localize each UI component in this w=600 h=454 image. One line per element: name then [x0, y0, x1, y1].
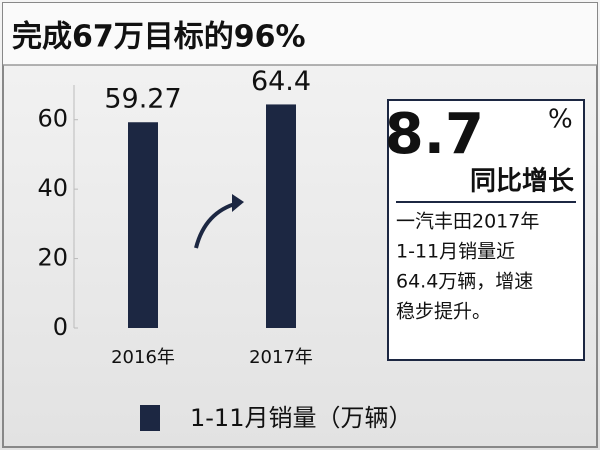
- chart-title: 完成67万目标的96%: [12, 20, 306, 55]
- bar: [266, 104, 296, 328]
- y-tick-label: 0: [53, 313, 68, 341]
- note-line: 稳步提升。: [396, 301, 491, 323]
- x-tick-label: 2016年: [111, 347, 175, 368]
- growth-value: 8.7: [385, 102, 484, 167]
- note-line: 一汽丰田2017年: [396, 211, 539, 233]
- value-label: 64.4: [251, 66, 311, 97]
- y-tick-label: 60: [37, 105, 68, 133]
- trend-arrow-head: [232, 194, 244, 212]
- legend-swatch: [140, 405, 160, 431]
- x-tick-label: 2017年: [249, 347, 313, 368]
- legend-label: 1-11月销量（万辆）: [190, 404, 412, 432]
- title-strip: [3, 3, 597, 65]
- note-line: 1-11月销量近: [396, 241, 515, 263]
- growth-label: 同比增长: [470, 166, 575, 197]
- growth-unit: %: [548, 105, 573, 135]
- note-line: 64.4万辆，增速: [396, 271, 533, 293]
- value-label: 59.27: [104, 84, 181, 115]
- side-panel: [387, 99, 585, 361]
- y-tick-label: 20: [37, 244, 68, 272]
- bar: [128, 122, 158, 328]
- y-tick-label: 40: [37, 174, 68, 202]
